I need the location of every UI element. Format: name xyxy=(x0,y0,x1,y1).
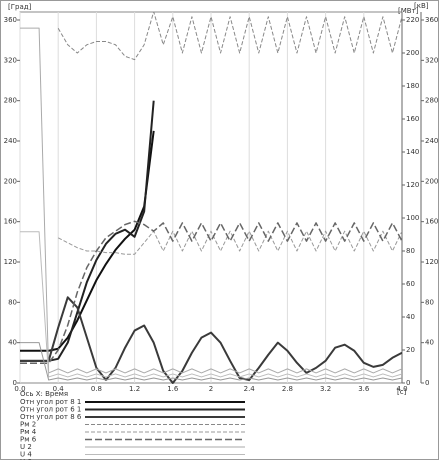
y-tick-label: 0 xyxy=(13,379,17,387)
y2-tick-label: 140 xyxy=(406,148,419,156)
y-tick-label: 360 xyxy=(4,16,17,24)
y2-tick-label: 180 xyxy=(406,82,419,90)
y-tick-label: 320 xyxy=(4,56,17,64)
y3-tick-label: 280 xyxy=(425,97,438,105)
series-line xyxy=(20,130,155,352)
y3-tick-label: 200 xyxy=(425,177,438,185)
x-tick-label: 2.8 xyxy=(282,385,293,393)
y2-tick-label: 0 xyxy=(406,379,410,387)
y2-tick-label: 120 xyxy=(406,181,419,189)
y-tick-label: 120 xyxy=(4,258,17,266)
series-line xyxy=(20,27,402,374)
series-line xyxy=(20,220,402,364)
y-tick-label: 80 xyxy=(8,298,17,306)
y3-tick-label: 40 xyxy=(425,339,434,347)
y3-axis-label: [кВ] xyxy=(414,2,429,10)
y2-tick-label: 100 xyxy=(406,214,419,222)
x-tick-label: 0.8 xyxy=(91,385,102,393)
legend-label: Отн угол рот 8 1 xyxy=(20,398,81,406)
y3-tick-label: 240 xyxy=(425,137,438,145)
y-tick-label: 200 xyxy=(4,177,17,185)
x-tick-label: 4.0 xyxy=(396,385,407,393)
series-line xyxy=(20,296,402,384)
legend-label: Рм 4 xyxy=(20,428,37,436)
x-axis-label: [с] xyxy=(397,388,407,396)
x-tick-label: 1.2 xyxy=(129,385,140,393)
legend-label: U 2 xyxy=(20,443,32,451)
y2-tick-label: 160 xyxy=(406,115,419,123)
y-tick-label: 40 xyxy=(8,339,17,347)
legend-label: Рм 2 xyxy=(20,421,36,429)
y3-tick-label: 160 xyxy=(425,218,438,226)
x-tick-label: 2.4 xyxy=(244,385,256,393)
y3-tick-label: 320 xyxy=(425,56,438,64)
y-tick-label: 160 xyxy=(4,218,17,226)
y2-axis-label: [МВт] xyxy=(398,7,419,15)
series-line xyxy=(57,12,402,61)
series-line xyxy=(20,231,402,378)
y2-tick-label: 80 xyxy=(406,247,415,255)
legend-title: Ось X: Время xyxy=(20,390,68,398)
x-tick-label: 0.4 xyxy=(53,385,65,393)
x-tick-label: 0.0 xyxy=(14,385,25,393)
x-tick-label: 1.6 xyxy=(167,385,179,393)
x-tick-label: 3.6 xyxy=(358,385,370,393)
legend-label: Отн угол рот 8 6 xyxy=(20,413,82,421)
y-axis-label: [Град] xyxy=(8,3,32,11)
y2-tick-label: 200 xyxy=(406,49,419,57)
y2-tick-label: 60 xyxy=(406,280,415,288)
y2-tick-label: 40 xyxy=(406,313,415,321)
x-tick-label: 3.2 xyxy=(320,385,331,393)
legend-label: U 4 xyxy=(20,451,32,459)
y-tick-label: 280 xyxy=(4,97,17,105)
legend-label: Рм 6 xyxy=(20,436,37,444)
y3-tick-label: 80 xyxy=(425,298,434,306)
y3-tick-label: 120 xyxy=(425,258,438,266)
series-line xyxy=(57,230,402,255)
y3-tick-label: 360 xyxy=(425,16,438,24)
y3-tick-label: 0 xyxy=(425,379,429,387)
series-line xyxy=(20,342,402,381)
x-tick-label: 2 xyxy=(209,385,213,393)
y2-tick-label: 220 xyxy=(406,16,419,24)
y2-tick-label: 20 xyxy=(406,346,415,354)
series-group xyxy=(20,12,402,384)
legend-label: U 6 xyxy=(20,458,32,460)
y-tick-label: 240 xyxy=(4,137,17,145)
legend-label: Отн угол рот 6 1 xyxy=(20,406,81,414)
